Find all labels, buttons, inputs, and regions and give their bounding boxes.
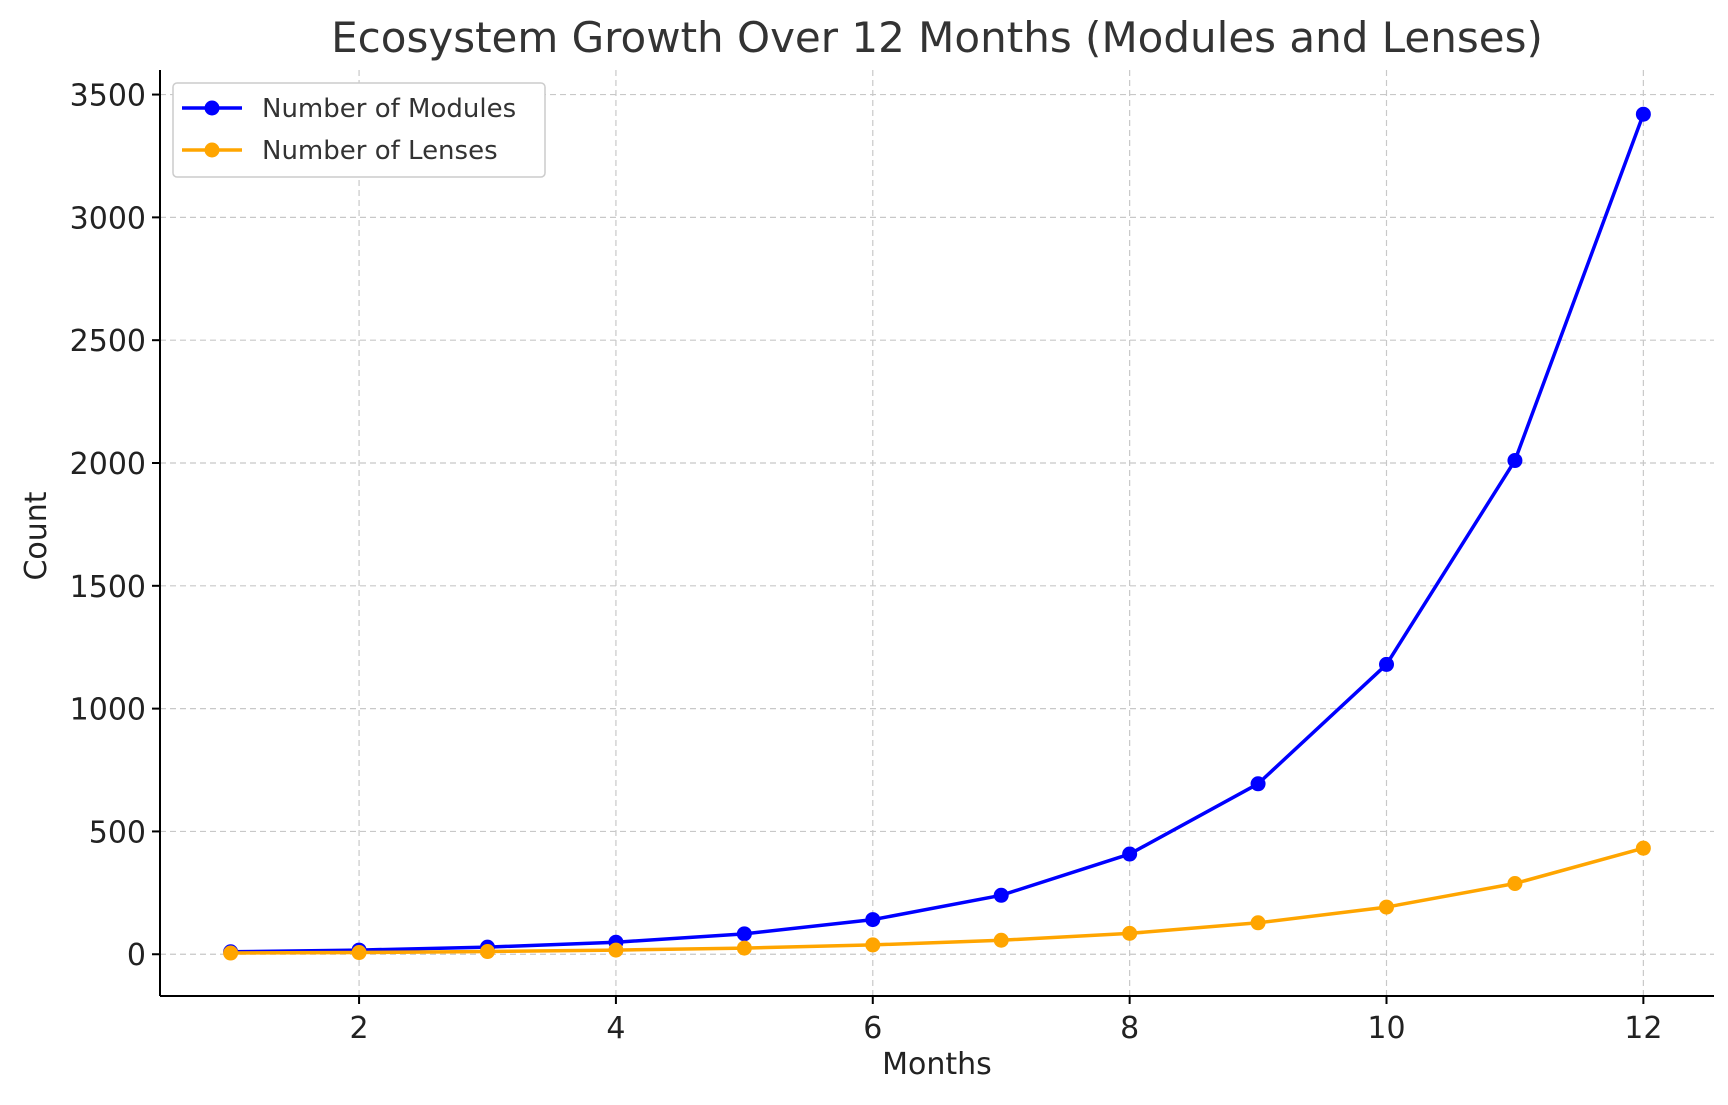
x-tick-label: 8 xyxy=(1120,1011,1139,1046)
data-point-modules xyxy=(993,887,1009,903)
data-point-modules xyxy=(1379,656,1395,672)
data-point-lenses xyxy=(479,944,495,960)
legend-marker-modules xyxy=(204,100,220,116)
data-point-lenses xyxy=(1635,840,1651,856)
data-point-lenses xyxy=(1507,876,1523,892)
data-point-modules xyxy=(1122,846,1138,862)
y-tick-label: 3500 xyxy=(70,79,146,114)
data-point-lenses xyxy=(993,932,1009,948)
legend-item-modules: Number of Modules xyxy=(182,94,516,124)
chart-title: Ecosystem Growth Over 12 Months (Modules… xyxy=(331,13,1543,62)
data-point-modules xyxy=(1635,106,1651,122)
y-tick-label: 1000 xyxy=(70,693,146,728)
legend-item-lenses: Number of Lenses xyxy=(182,136,498,166)
grid-layer xyxy=(160,70,1714,996)
series-line-lenses xyxy=(228,846,1646,955)
y-axis-label: Count xyxy=(19,491,54,580)
y-tick-label: 2000 xyxy=(70,447,146,482)
data-point-lenses xyxy=(736,940,752,956)
data-point-lenses xyxy=(865,937,881,953)
series-modules xyxy=(223,106,1651,960)
y-tick-label: 0 xyxy=(127,938,146,973)
data-point-modules xyxy=(736,926,752,942)
data-point-lenses xyxy=(608,942,624,958)
x-tick-label: 4 xyxy=(606,1011,625,1046)
data-point-lenses xyxy=(1379,899,1395,915)
legend-frame xyxy=(172,82,546,178)
data-point-modules xyxy=(1250,776,1266,792)
y-tick-label: 500 xyxy=(89,815,146,850)
y-tick-label: 3000 xyxy=(70,201,146,236)
legend-label-lenses: Number of Lenses xyxy=(262,136,498,166)
data-point-lenses xyxy=(1250,915,1266,931)
y-tick-label: 2500 xyxy=(70,324,146,359)
series-layer xyxy=(223,106,1651,961)
legend-label-modules: Number of Modules xyxy=(262,94,516,124)
data-point-modules xyxy=(865,912,881,928)
axes-layer: 2 4 6 8 10 12 0 500 1000 1500 2000 2500 3000 3500 xyxy=(70,70,1714,1046)
legend-marker-lenses xyxy=(204,142,220,158)
series-line-modules xyxy=(228,112,1646,954)
data-point-lenses xyxy=(223,945,239,961)
x-tick-label: 2 xyxy=(350,1011,369,1046)
data-point-lenses xyxy=(1122,925,1138,941)
x-axis-label: Months xyxy=(882,1047,992,1082)
series-lenses xyxy=(223,840,1651,961)
legend: Number of Modules Number of Lenses xyxy=(172,82,546,178)
data-point-modules xyxy=(1507,453,1523,469)
x-tick-label: 10 xyxy=(1367,1011,1405,1046)
data-point-lenses xyxy=(351,945,367,961)
x-tick-label: 6 xyxy=(863,1011,882,1046)
y-tick-label: 1500 xyxy=(70,570,146,605)
x-tick-label: 12 xyxy=(1624,1011,1662,1046)
